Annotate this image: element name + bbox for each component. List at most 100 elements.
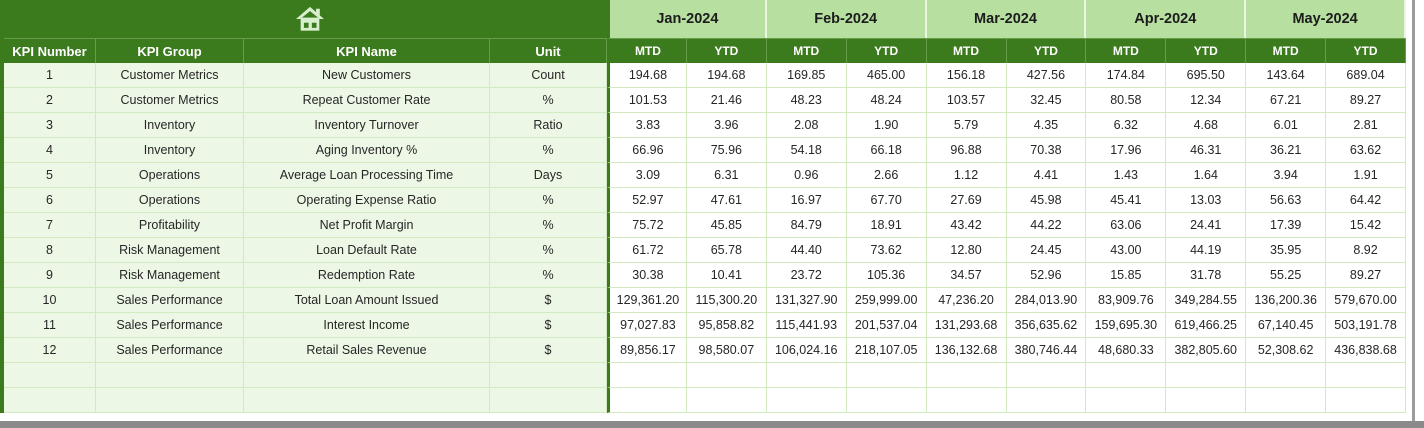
subheader-mtd-jan-2024[interactable]: MTD	[607, 38, 687, 63]
cell-unit[interactable]: Days	[490, 163, 607, 188]
cell-value[interactable]: 52.96	[1006, 263, 1087, 288]
cell-value[interactable]: 380,746.44	[1006, 338, 1087, 363]
cell-value[interactable]: 13.03	[1166, 188, 1247, 213]
cell-value[interactable]: 15.42	[1326, 213, 1406, 238]
cell-value[interactable]	[1086, 363, 1167, 388]
cell-value[interactable]: 24.45	[1006, 238, 1087, 263]
cell-kpi-name[interactable]: Interest Income	[244, 313, 490, 338]
cell-kpi-number[interactable]	[4, 363, 96, 388]
cell-unit[interactable]: %	[490, 88, 607, 113]
cell-value[interactable]: 30.38	[607, 263, 687, 288]
cell-value[interactable]: 48,680.33	[1086, 338, 1167, 363]
cell-value[interactable]: 284,013.90	[1006, 288, 1087, 313]
cell-kpi-number[interactable]: 4	[4, 138, 96, 163]
cell-unit[interactable]: %	[490, 188, 607, 213]
cell-value[interactable]: 31.78	[1166, 263, 1247, 288]
cell-value[interactable]	[1166, 363, 1247, 388]
cell-value[interactable]: 47.61	[686, 188, 767, 213]
cell-value[interactable]: 436,838.68	[1326, 338, 1406, 363]
cell-value[interactable]	[1006, 388, 1087, 413]
cell-kpi-name[interactable]	[244, 363, 490, 388]
cell-value[interactable]	[846, 388, 927, 413]
cell-kpi-name[interactable]: Net Profit Margin	[244, 213, 490, 238]
cell-value[interactable]: 89,856.17	[607, 338, 687, 363]
cell-kpi-group[interactable]: Operations	[96, 163, 244, 188]
cell-value[interactable]: 45.85	[686, 213, 767, 238]
cell-value[interactable]: 17.96	[1086, 138, 1167, 163]
cell-value[interactable]: 95,858.82	[686, 313, 767, 338]
cell-value[interactable]: 89.27	[1326, 88, 1406, 113]
cell-kpi-number[interactable]: 10	[4, 288, 96, 313]
home-icon[interactable]	[293, 4, 327, 34]
cell-value[interactable]: 101.53	[607, 88, 687, 113]
cell-value[interactable]: 6.01	[1246, 113, 1327, 138]
cell-value[interactable]	[1246, 388, 1327, 413]
cell-value[interactable]: 48.24	[846, 88, 927, 113]
cell-value[interactable]	[926, 388, 1007, 413]
cell-value[interactable]: 356,635.62	[1006, 313, 1087, 338]
cell-value[interactable]: 61.72	[607, 238, 687, 263]
cell-value[interactable]: 67.21	[1246, 88, 1327, 113]
cell-value[interactable]: 201,537.04	[846, 313, 927, 338]
subheader-ytd-may-2024[interactable]: YTD	[1326, 38, 1406, 63]
cell-kpi-name[interactable]: Retail Sales Revenue	[244, 338, 490, 363]
cell-value[interactable]: 10.41	[686, 263, 767, 288]
cell-value[interactable]: 136,132.68	[926, 338, 1007, 363]
cell-kpi-group[interactable]: Sales Performance	[96, 288, 244, 313]
cell-unit[interactable]: %	[490, 138, 607, 163]
cell-value[interactable]: 21.46	[686, 88, 767, 113]
cell-value[interactable]: 45.98	[1006, 188, 1087, 213]
cell-value[interactable]: 24.41	[1166, 213, 1247, 238]
cell-value[interactable]	[1326, 363, 1406, 388]
cell-value[interactable]: 0.96	[766, 163, 847, 188]
cell-kpi-name[interactable]: Aging Inventory %	[244, 138, 490, 163]
cell-kpi-number[interactable]: 3	[4, 113, 96, 138]
cell-value[interactable]	[766, 363, 847, 388]
cell-kpi-group[interactable]: Inventory	[96, 113, 244, 138]
cell-kpi-name[interactable]: Redemption Rate	[244, 263, 490, 288]
cell-kpi-group[interactable]	[96, 363, 244, 388]
cell-value[interactable]	[607, 363, 687, 388]
column-header-kpi-name[interactable]: KPI Name	[244, 38, 490, 63]
month-header-apr-2024[interactable]: Apr-2024	[1086, 0, 1247, 38]
cell-value[interactable]: 55.25	[1246, 263, 1327, 288]
cell-value[interactable]: 695.50	[1166, 63, 1247, 88]
column-header-kpi-group[interactable]: KPI Group	[96, 38, 244, 63]
column-header-kpi-number[interactable]: KPI Number	[4, 38, 96, 63]
cell-unit[interactable]: %	[490, 238, 607, 263]
cell-value[interactable]: 63.62	[1326, 138, 1406, 163]
cell-kpi-group[interactable]	[96, 388, 244, 413]
cell-kpi-group[interactable]: Operations	[96, 188, 244, 213]
cell-kpi-name[interactable]: New Customers	[244, 63, 490, 88]
cell-value[interactable]: 6.32	[1086, 113, 1167, 138]
cell-value[interactable]: 218,107.05	[846, 338, 927, 363]
cell-value[interactable]: 106,024.16	[766, 338, 847, 363]
cell-value[interactable]: 75.96	[686, 138, 767, 163]
cell-value[interactable]: 115,441.93	[766, 313, 847, 338]
cell-value[interactable]	[607, 388, 687, 413]
month-header-feb-2024[interactable]: Feb-2024	[766, 0, 927, 38]
cell-value[interactable]: 169.85	[766, 63, 847, 88]
cell-value[interactable]: 67.70	[846, 188, 927, 213]
cell-unit[interactable]: %	[490, 213, 607, 238]
cell-unit[interactable]: Ratio	[490, 113, 607, 138]
cell-unit[interactable]	[490, 363, 607, 388]
cell-value[interactable]: 465.00	[846, 63, 927, 88]
cell-value[interactable]: 8.92	[1326, 238, 1406, 263]
cell-value[interactable]: 1.43	[1086, 163, 1167, 188]
cell-value[interactable]: 12.34	[1166, 88, 1247, 113]
cell-value[interactable]: 136,200.36	[1246, 288, 1327, 313]
cell-kpi-name[interactable]: Repeat Customer Rate	[244, 88, 490, 113]
cell-value[interactable]: 1.90	[846, 113, 927, 138]
cell-value[interactable]: 3.09	[607, 163, 687, 188]
month-header-mar-2024[interactable]: Mar-2024	[926, 0, 1087, 38]
cell-value[interactable]	[1326, 388, 1406, 413]
cell-value[interactable]: 1.12	[926, 163, 1007, 188]
cell-value[interactable]: 52.97	[607, 188, 687, 213]
cell-kpi-name[interactable]: Inventory Turnover	[244, 113, 490, 138]
cell-kpi-name[interactable]: Loan Default Rate	[244, 238, 490, 263]
cell-value[interactable]: 105.36	[846, 263, 927, 288]
cell-kpi-number[interactable]: 7	[4, 213, 96, 238]
cell-kpi-number[interactable]	[4, 388, 96, 413]
cell-value[interactable]: 194.68	[607, 63, 687, 88]
